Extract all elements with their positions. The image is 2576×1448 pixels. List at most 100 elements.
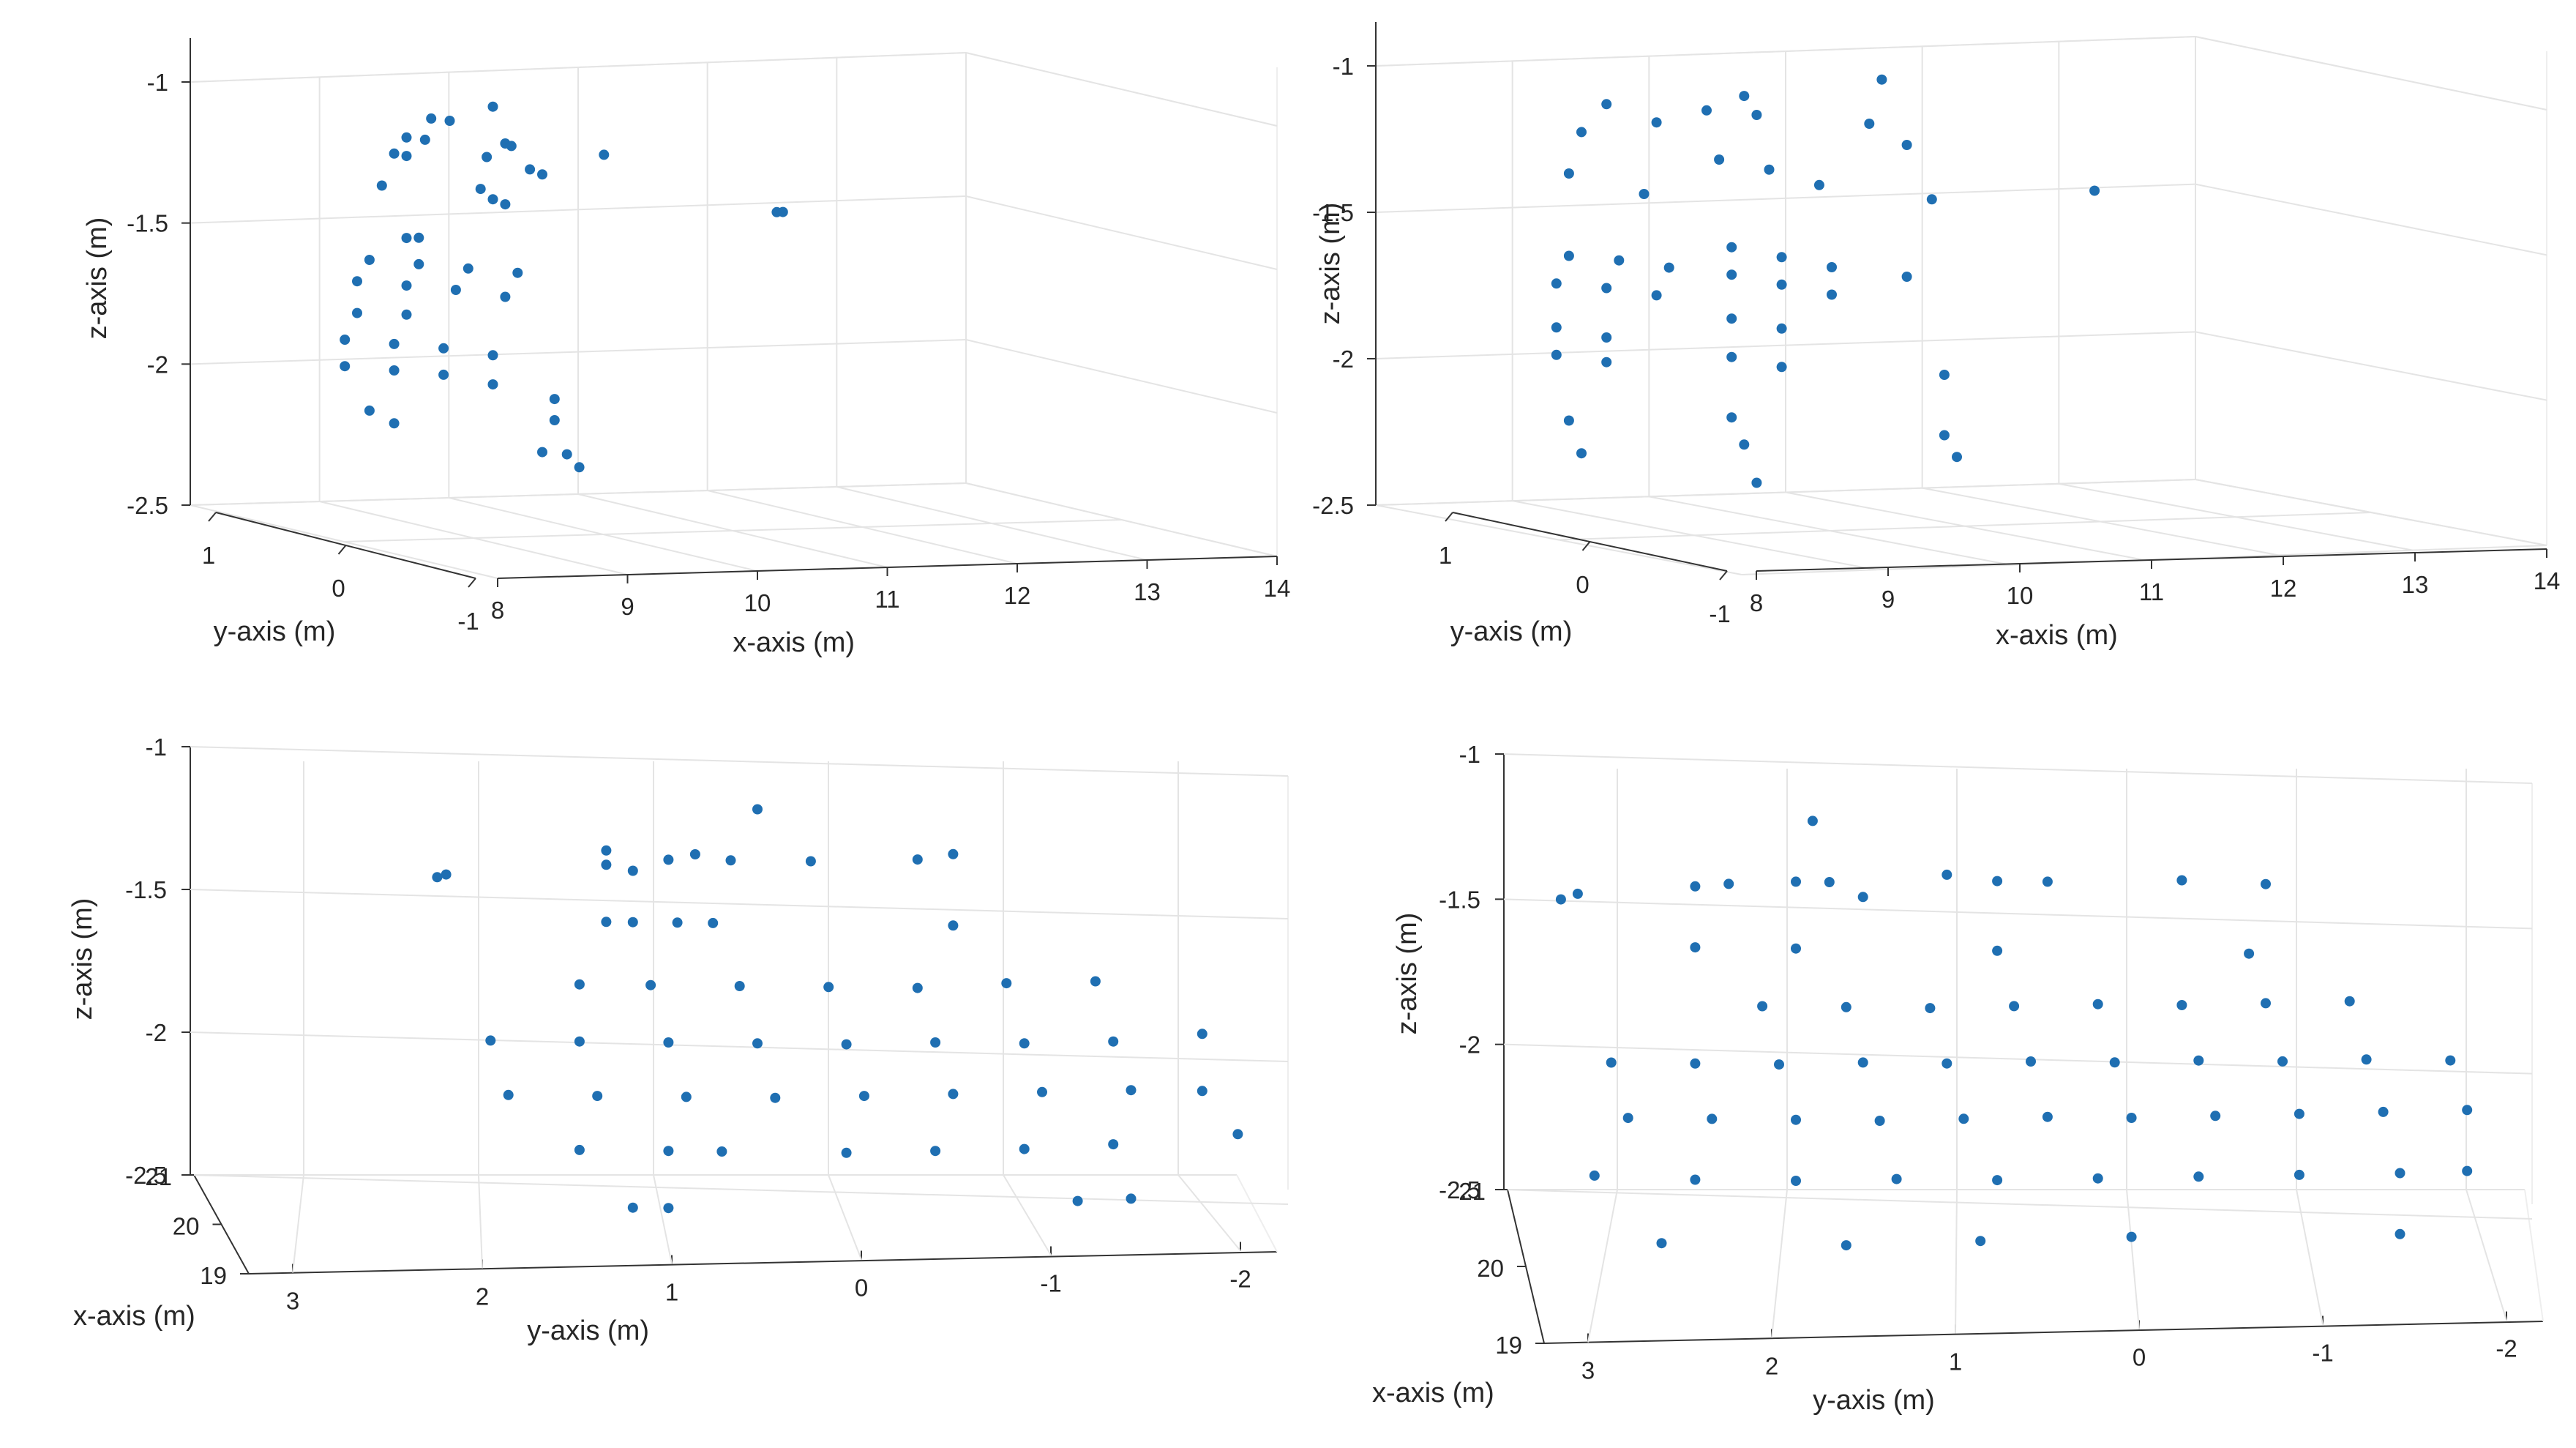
y-tick-label: -1	[457, 608, 479, 635]
data-point	[1601, 99, 1612, 110]
data-point	[2126, 1231, 2137, 1242]
y-tick-label: -2	[1229, 1266, 1251, 1293]
data-point	[389, 148, 400, 159]
data-point	[2210, 1111, 2221, 1122]
grid-line	[2465, 1189, 2507, 1321]
data-point	[401, 151, 412, 162]
data-point	[352, 307, 362, 318]
grid-line	[2195, 36, 2547, 111]
grid-line	[2195, 331, 2547, 401]
data-point	[2462, 1105, 2473, 1116]
y-tick-label: 1	[665, 1279, 678, 1306]
data-point	[770, 1092, 781, 1103]
data-point	[1601, 283, 1612, 294]
data-point	[1690, 942, 1701, 953]
grid-line	[1503, 1043, 2533, 1075]
y-axis-line	[248, 1251, 1278, 1275]
data-point	[1841, 1001, 1852, 1012]
data-point	[1601, 332, 1612, 343]
y-tick-label: 1	[1439, 542, 1452, 569]
data-point	[1551, 278, 1562, 289]
y-tick-label: 1	[202, 542, 215, 569]
data-point	[601, 917, 612, 928]
data-point	[419, 134, 430, 145]
z-tick-label: -2.5	[125, 1162, 167, 1189]
data-point	[1958, 1113, 1969, 1124]
data-point	[1739, 439, 1750, 450]
data-point	[2042, 876, 2053, 887]
data-point	[426, 113, 437, 124]
data-point	[1776, 362, 1787, 373]
data-point	[401, 233, 412, 244]
data-point	[858, 1091, 869, 1102]
z-tick-label: -2	[1333, 346, 1354, 373]
data-point	[1901, 272, 1912, 282]
data-point	[1992, 1175, 2003, 1186]
data-point	[1232, 1129, 1243, 1140]
data-point	[574, 462, 585, 473]
grid-line	[1375, 479, 2196, 506]
data-point	[537, 447, 547, 458]
data-point	[777, 206, 788, 217]
data-point	[627, 1202, 638, 1213]
grid-line	[190, 1031, 1289, 1062]
grid-line	[1375, 36, 2196, 67]
data-point	[487, 350, 498, 361]
x-tick-label: 21	[145, 1163, 172, 1190]
grid-line	[190, 339, 967, 365]
data-point	[2344, 996, 2355, 1007]
data-point	[1726, 242, 1737, 253]
data-point	[1857, 892, 1868, 903]
data-point	[1108, 1036, 1119, 1047]
data-point	[549, 394, 560, 405]
data-point	[1791, 1114, 1801, 1125]
data-point	[441, 869, 452, 880]
data-point	[725, 855, 736, 866]
data-point	[1939, 430, 1950, 441]
data-point	[1690, 1058, 1701, 1069]
data-point	[352, 276, 362, 287]
x-tick-label: 11	[875, 586, 899, 613]
data-point	[1656, 1238, 1667, 1249]
data-point	[1726, 351, 1737, 362]
data-point	[948, 1089, 959, 1100]
data-point	[512, 267, 523, 278]
data-point	[340, 335, 351, 345]
x-tick-label: 14	[2534, 567, 2561, 594]
data-point	[2462, 1165, 2473, 1176]
data-point	[672, 917, 683, 928]
data-point	[823, 982, 834, 993]
grid-line	[1503, 1189, 2533, 1220]
data-point	[1857, 1057, 1868, 1068]
data-point	[2378, 1106, 2389, 1117]
y-tick-label: 2	[476, 1283, 489, 1310]
data-point	[2261, 998, 2271, 1009]
data-point	[549, 415, 560, 425]
data-point	[2126, 1113, 2137, 1123]
data-point	[930, 1037, 941, 1048]
data-point	[389, 365, 400, 376]
data-point	[1563, 415, 1574, 426]
data-point	[1876, 74, 1887, 85]
data-point	[561, 449, 572, 460]
data-point	[601, 859, 612, 870]
data-point	[1942, 1058, 1952, 1069]
data-point	[1563, 168, 1574, 179]
data-point	[413, 258, 424, 269]
x-tick-label: 21	[1459, 1178, 1486, 1205]
data-point	[1776, 279, 1787, 290]
y-tick-mark	[337, 545, 347, 555]
y-axis-label: y-axis (m)	[527, 1315, 649, 1346]
grid-line	[1503, 898, 2533, 930]
grid-line	[1003, 1174, 1052, 1256]
data-point	[2193, 1171, 2204, 1182]
data-point	[1576, 127, 1587, 138]
data-point	[1751, 110, 1762, 120]
data-point	[1824, 877, 1835, 887]
data-point	[376, 180, 387, 191]
data-point	[948, 848, 959, 859]
data-point	[401, 309, 412, 320]
data-point	[432, 872, 443, 883]
